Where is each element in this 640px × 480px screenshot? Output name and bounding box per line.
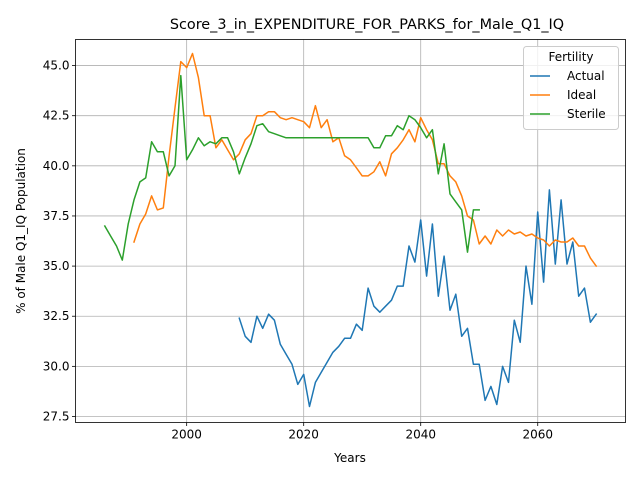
series-line-sterile [103, 74, 480, 261]
legend-label-actual: Actual [567, 69, 605, 83]
y-tick-label: 45.0 [43, 59, 70, 73]
y-tick-label: 35.0 [43, 259, 70, 273]
y-tick-label: 27.5 [43, 409, 70, 423]
series-lines [103, 52, 598, 408]
legend-label-ideal: Ideal [567, 88, 596, 102]
y-tick-label: 37.5 [43, 209, 70, 223]
x-tick-label: 2060 [522, 428, 553, 442]
y-tick-label: 30.0 [43, 359, 70, 373]
y-axis-ticks: 27.5 30.0 32.5 35.0 37.5 40.0 42.5 45.0 [43, 59, 76, 423]
y-tick-label: 40.0 [43, 159, 70, 173]
legend-entries: Actual Ideal Sterile [530, 69, 606, 121]
plot-area-frame [75, 39, 626, 423]
x-axis-ticks: 2000 2020 2040 2060 [171, 422, 553, 442]
legend-title: Fertility [548, 50, 593, 64]
x-tick-label: 2040 [405, 428, 436, 442]
x-tick-label: 2000 [171, 428, 202, 442]
y-tick-label: 32.5 [43, 309, 70, 323]
series-line-ideal [133, 52, 598, 268]
x-axis-label: Years [333, 451, 366, 465]
series-line-actual [238, 189, 598, 408]
chart-title: Score_3_in_EXPENDITURE_FOR_PARKS_for_Mal… [170, 17, 564, 33]
legend: Fertility Actual Ideal Sterile [523, 46, 619, 130]
legend-box [523, 46, 619, 130]
y-axis-label: % of Male Q1_IQ Population [14, 148, 28, 314]
grid [75, 39, 626, 423]
x-tick-label: 2020 [288, 428, 319, 442]
y-tick-label: 42.5 [43, 109, 70, 123]
legend-label-sterile: Sterile [567, 107, 606, 121]
